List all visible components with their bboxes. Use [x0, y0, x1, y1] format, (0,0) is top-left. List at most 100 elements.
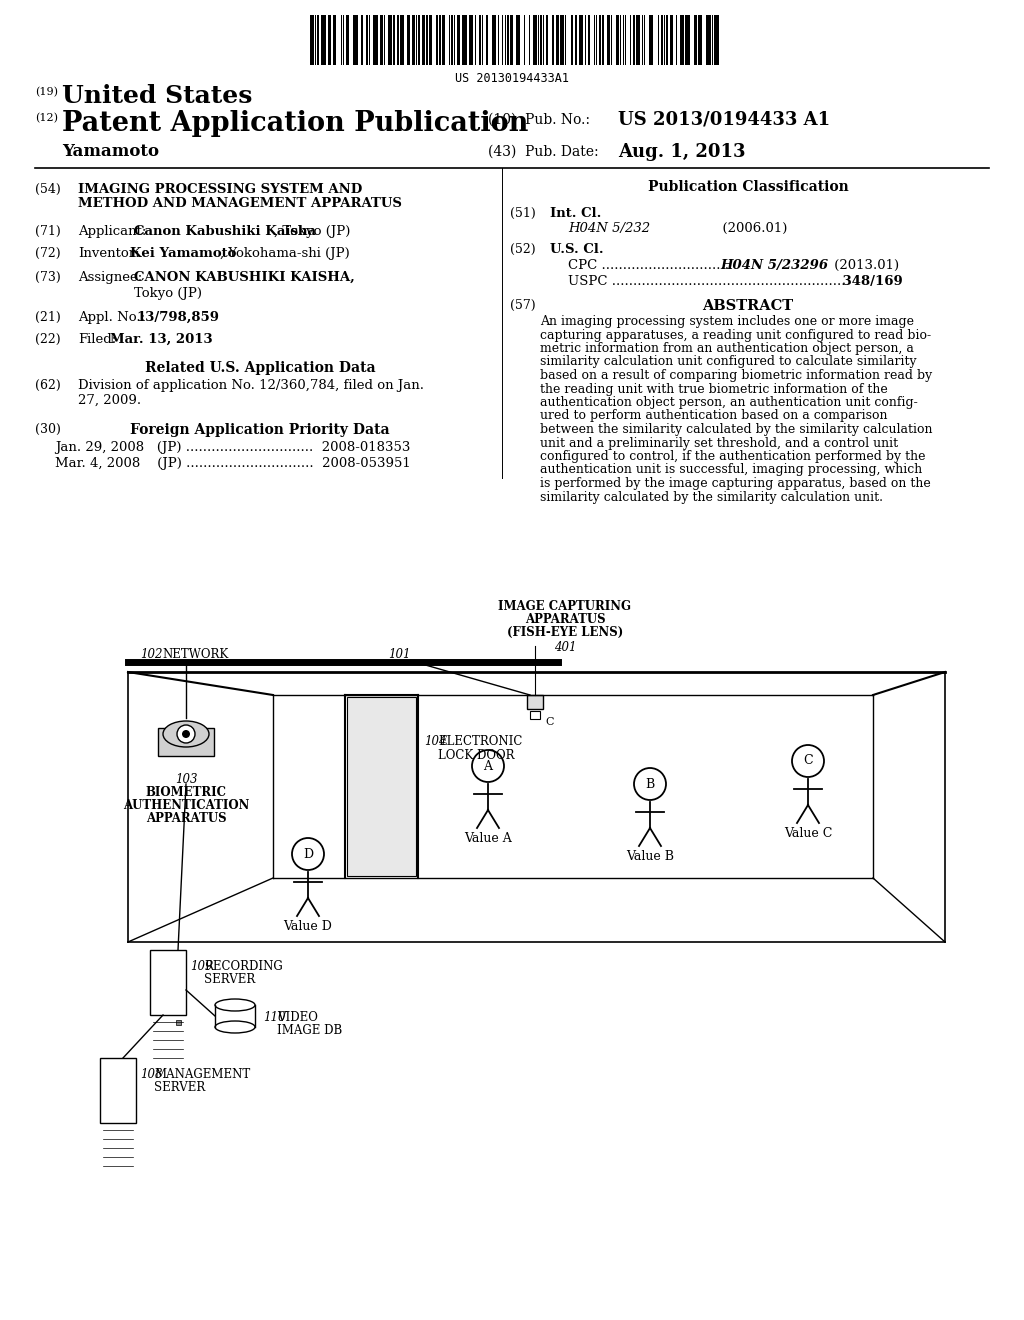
Text: (2013.01): (2013.01): [830, 259, 899, 272]
Text: Value A: Value A: [464, 832, 512, 845]
Text: An imaging processing system includes one or more image: An imaging processing system includes on…: [540, 315, 914, 327]
Text: is performed by the image capturing apparatus, based on the: is performed by the image capturing appa…: [540, 477, 931, 490]
Text: based on a result of comparing biometric information read by: based on a result of comparing biometric…: [540, 370, 932, 381]
Text: Value C: Value C: [783, 828, 833, 840]
Text: , Tokyo (JP): , Tokyo (JP): [274, 224, 350, 238]
Bar: [633, 15, 635, 65]
Text: similarity calculated by the similarity calculation unit.: similarity calculated by the similarity …: [540, 491, 883, 503]
Text: Mar. 4, 2008    (JP) ..............................  2008-053951: Mar. 4, 2008 (JP) ......................…: [55, 457, 411, 470]
Text: IMAGE CAPTURING: IMAGE CAPTURING: [499, 601, 632, 612]
Bar: [451, 15, 453, 65]
Text: Mar. 13, 2013: Mar. 13, 2013: [110, 333, 213, 346]
Text: Publication Classification: Publication Classification: [647, 180, 848, 194]
Bar: [616, 15, 618, 65]
Text: (62): (62): [35, 379, 60, 392]
Text: configured to control, if the authentication performed by the: configured to control, if the authentica…: [540, 450, 926, 463]
Text: United States: United States: [62, 84, 252, 108]
Bar: [321, 15, 326, 65]
Bar: [516, 15, 520, 65]
Text: authentication unit is successful, imaging processing, which: authentication unit is successful, imagi…: [540, 463, 923, 477]
Text: BIOMETRIC: BIOMETRIC: [145, 785, 226, 799]
Text: Int. Cl.: Int. Cl.: [550, 207, 601, 220]
Bar: [397, 15, 399, 65]
Text: 109: 109: [190, 960, 213, 973]
Bar: [486, 15, 488, 65]
Circle shape: [177, 725, 195, 743]
Text: the reading unit with true biometric information of the: the reading unit with true biometric inf…: [540, 383, 888, 396]
Bar: [510, 15, 513, 65]
Text: Aug. 1, 2013: Aug. 1, 2013: [618, 143, 745, 161]
Bar: [534, 15, 537, 65]
Text: LOCK DOOR: LOCK DOOR: [438, 748, 514, 762]
Text: , Yokohama-shi (JP): , Yokohama-shi (JP): [220, 247, 350, 260]
Text: (12): (12): [35, 114, 58, 123]
Bar: [310, 15, 314, 65]
Text: (57): (57): [510, 300, 536, 312]
Text: METHOD AND MANAGEMENT APPARATUS: METHOD AND MANAGEMENT APPARATUS: [78, 197, 401, 210]
Circle shape: [472, 750, 504, 781]
Text: Inventor:: Inventor:: [78, 247, 139, 260]
Text: similarity calculation unit configured to calculate similarity: similarity calculation unit configured t…: [540, 355, 916, 368]
Text: authentication object person, an authentication unit config-: authentication object person, an authent…: [540, 396, 918, 409]
Text: USPC .......................................................: USPC ...................................…: [568, 275, 846, 288]
Text: 348/169: 348/169: [838, 275, 903, 288]
Bar: [666, 15, 668, 65]
Text: Jan. 29, 2008   (JP) ..............................  2008-018353: Jan. 29, 2008 (JP) .....................…: [55, 441, 411, 454]
Text: Kei Yamamoto: Kei Yamamoto: [130, 247, 237, 260]
Bar: [388, 15, 392, 65]
Circle shape: [292, 838, 324, 870]
Bar: [680, 15, 684, 65]
Text: B: B: [645, 777, 654, 791]
Text: Value B: Value B: [626, 850, 674, 863]
Bar: [393, 15, 395, 65]
Text: IMAGING PROCESSING SYSTEM AND: IMAGING PROCESSING SYSTEM AND: [78, 183, 362, 195]
Bar: [662, 15, 663, 65]
Text: Patent Application Publication: Patent Application Publication: [62, 110, 528, 137]
Bar: [100, 1059, 136, 1123]
Bar: [346, 15, 349, 65]
Text: Value D: Value D: [284, 920, 333, 933]
Bar: [546, 15, 548, 65]
Bar: [530, 711, 540, 719]
Bar: [158, 729, 214, 756]
Text: U.S. Cl.: U.S. Cl.: [550, 243, 603, 256]
Bar: [579, 15, 583, 65]
Text: Division of application No. 12/360,784, filed on Jan.: Division of application No. 12/360,784, …: [78, 379, 424, 392]
Text: Tokyo (JP): Tokyo (JP): [134, 286, 202, 300]
Text: (2006.01): (2006.01): [680, 222, 787, 235]
Text: (30): (30): [35, 422, 60, 436]
Text: CPC ..............................: CPC ..............................: [568, 259, 729, 272]
Text: 108: 108: [140, 1068, 163, 1081]
Bar: [462, 15, 467, 65]
Text: (22): (22): [35, 333, 60, 346]
Text: between the similarity calculated by the similarity calculation: between the similarity calculated by the…: [540, 422, 933, 436]
Text: ELECTRONIC: ELECTRONIC: [438, 735, 522, 748]
Bar: [507, 15, 509, 65]
Text: ABSTRACT: ABSTRACT: [702, 300, 794, 313]
Bar: [353, 15, 358, 65]
Text: metric information from an authentication object person, a: metric information from an authenticatio…: [540, 342, 913, 355]
Bar: [527, 696, 543, 709]
Text: AUTHENTICATION: AUTHENTICATION: [123, 799, 249, 812]
Bar: [412, 15, 415, 65]
Text: (71): (71): [35, 224, 60, 238]
Bar: [556, 15, 559, 65]
Bar: [607, 15, 610, 65]
Ellipse shape: [215, 999, 255, 1011]
Text: 104: 104: [424, 735, 446, 748]
Bar: [176, 1020, 181, 1026]
Text: (FISH-EYE LENS): (FISH-EYE LENS): [507, 626, 624, 639]
Bar: [599, 15, 601, 65]
Text: Foreign Application Priority Data: Foreign Application Priority Data: [130, 422, 390, 437]
Ellipse shape: [215, 1020, 255, 1034]
Bar: [400, 15, 404, 65]
Bar: [347, 697, 416, 876]
Bar: [706, 15, 711, 65]
Text: (51): (51): [510, 207, 536, 220]
Text: 13/798,859: 13/798,859: [136, 312, 219, 323]
Text: SERVER: SERVER: [154, 1081, 205, 1094]
Bar: [407, 15, 410, 65]
Bar: [540, 15, 542, 65]
Text: VIDEO: VIDEO: [278, 1011, 317, 1024]
Text: (72): (72): [35, 247, 60, 260]
